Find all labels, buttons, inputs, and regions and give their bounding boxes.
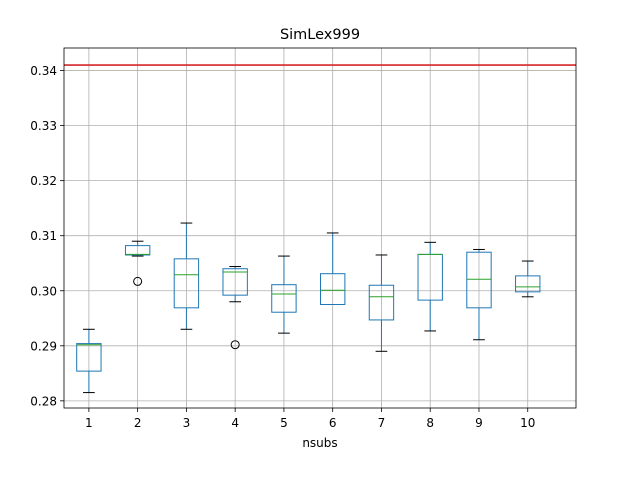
x-tick-label: 6 bbox=[329, 416, 337, 430]
x-tick-label: 10 bbox=[520, 416, 535, 430]
x-tick-label: 3 bbox=[183, 416, 191, 430]
box-body bbox=[466, 251, 492, 309]
plot-border bbox=[63, 47, 577, 409]
y-tick-label: 0.32 bbox=[30, 174, 57, 188]
chart-title: SimLex999 bbox=[280, 27, 360, 43]
box-body bbox=[124, 245, 151, 256]
box-body bbox=[271, 284, 297, 313]
box-body bbox=[368, 284, 395, 321]
box-body bbox=[222, 268, 248, 296]
box-7 bbox=[368, 254, 395, 352]
x-axis-label: nsubs bbox=[302, 436, 337, 450]
flier-point bbox=[133, 276, 143, 286]
box-series bbox=[76, 222, 541, 394]
box-10 bbox=[515, 260, 541, 298]
box-9 bbox=[466, 248, 492, 341]
y-tick-label: 0.28 bbox=[30, 394, 57, 408]
x-tick-label: 1 bbox=[85, 416, 93, 430]
box-1 bbox=[76, 328, 102, 394]
box-3 bbox=[173, 222, 200, 330]
box-body bbox=[320, 273, 346, 306]
y-tick-label: 0.29 bbox=[30, 339, 57, 353]
y-tick-label: 0.30 bbox=[30, 284, 57, 298]
box-body bbox=[76, 343, 102, 372]
x-tick-label: 2 bbox=[134, 416, 142, 430]
box-body bbox=[173, 258, 200, 309]
y-axis-ticks: 0.28 0.29 0.30 0.31 0.32 0.33 0.34 bbox=[30, 64, 64, 408]
grid-lines bbox=[64, 48, 576, 408]
flier-point bbox=[230, 340, 240, 350]
x-tick-label: 4 bbox=[231, 416, 239, 430]
box-body bbox=[515, 275, 541, 293]
box-5 bbox=[271, 255, 297, 334]
x-tick-label: 8 bbox=[426, 416, 434, 430]
y-tick-label: 0.34 bbox=[30, 64, 57, 78]
x-tick-label: 9 bbox=[475, 416, 483, 430]
x-axis-ticks: 1 2 3 4 5 6 7 8 9 10 bbox=[85, 408, 535, 430]
x-tick-label: 5 bbox=[280, 416, 288, 430]
box-6 bbox=[320, 232, 346, 306]
box-8 bbox=[417, 241, 443, 332]
box-2 bbox=[124, 240, 151, 286]
box-4 bbox=[222, 266, 248, 350]
y-tick-label: 0.33 bbox=[30, 119, 57, 133]
y-tick-label: 0.31 bbox=[30, 229, 57, 243]
plot-frame bbox=[63, 47, 577, 409]
x-tick-label: 7 bbox=[378, 416, 386, 430]
